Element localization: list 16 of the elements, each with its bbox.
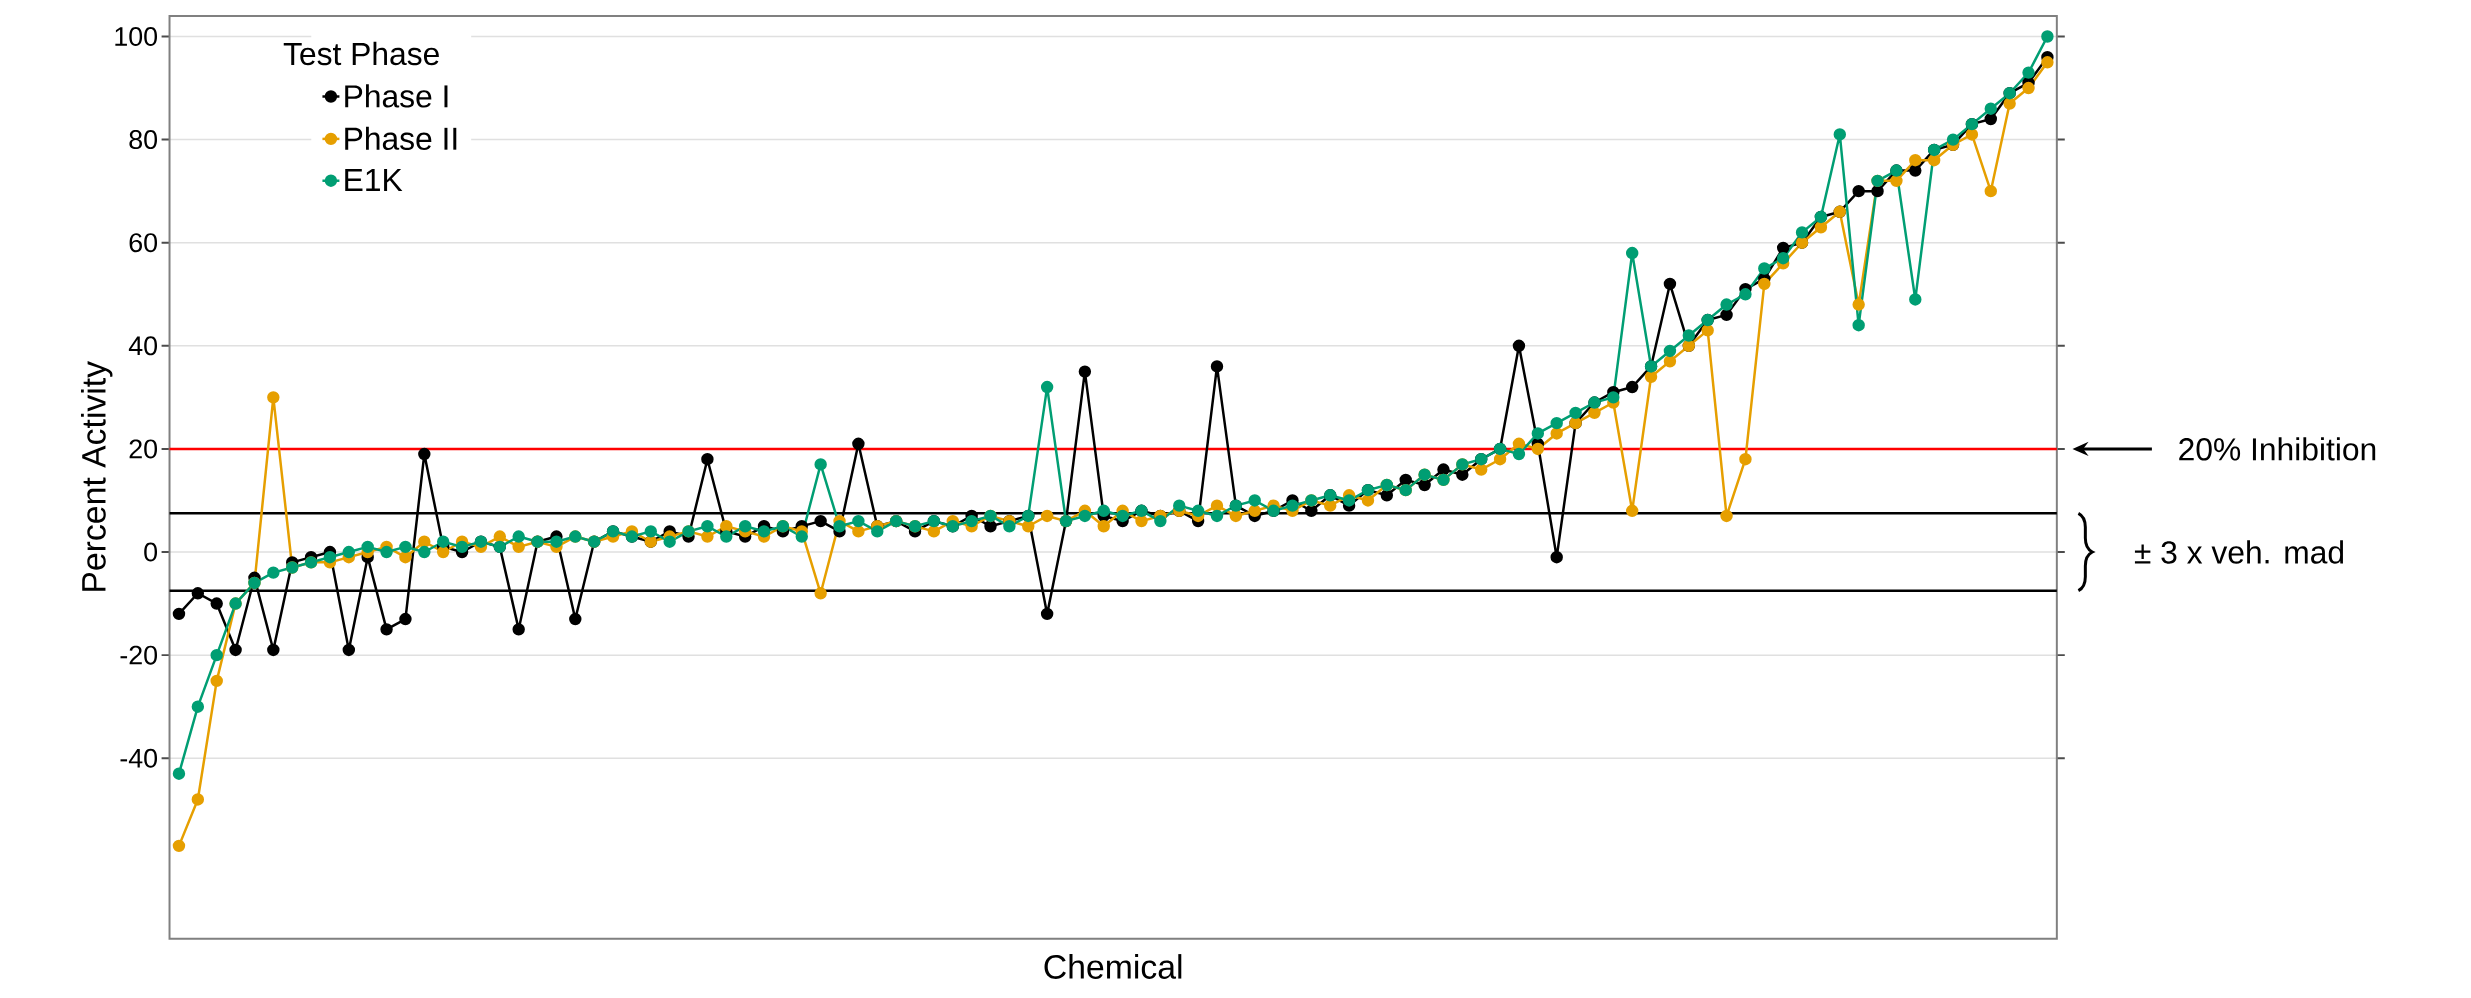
y-tick-label: 80 xyxy=(129,129,158,149)
y-tick-label: 60 xyxy=(129,233,158,253)
legend-label: E1K xyxy=(345,168,403,191)
y-tick-label: 100 xyxy=(115,26,158,46)
y-tick-label: -20 xyxy=(120,645,158,665)
y-tick-label: 20 xyxy=(129,439,158,459)
legend-title: Test Phase xyxy=(283,41,439,66)
y-tick-label: 40 xyxy=(128,336,158,356)
legend-label: Phase II xyxy=(345,126,457,150)
x-axis-title: Chemical xyxy=(1044,953,1182,979)
y-axis-title: Percent Activity xyxy=(80,360,113,591)
legend-label: Phase I xyxy=(345,84,448,108)
y-tick-label: 0 xyxy=(144,542,158,562)
text: ± 3 x veh. mad xyxy=(2134,540,2344,564)
text: 20% Inhibition xyxy=(2179,437,2376,461)
y-tick-label: -40 xyxy=(120,748,158,768)
